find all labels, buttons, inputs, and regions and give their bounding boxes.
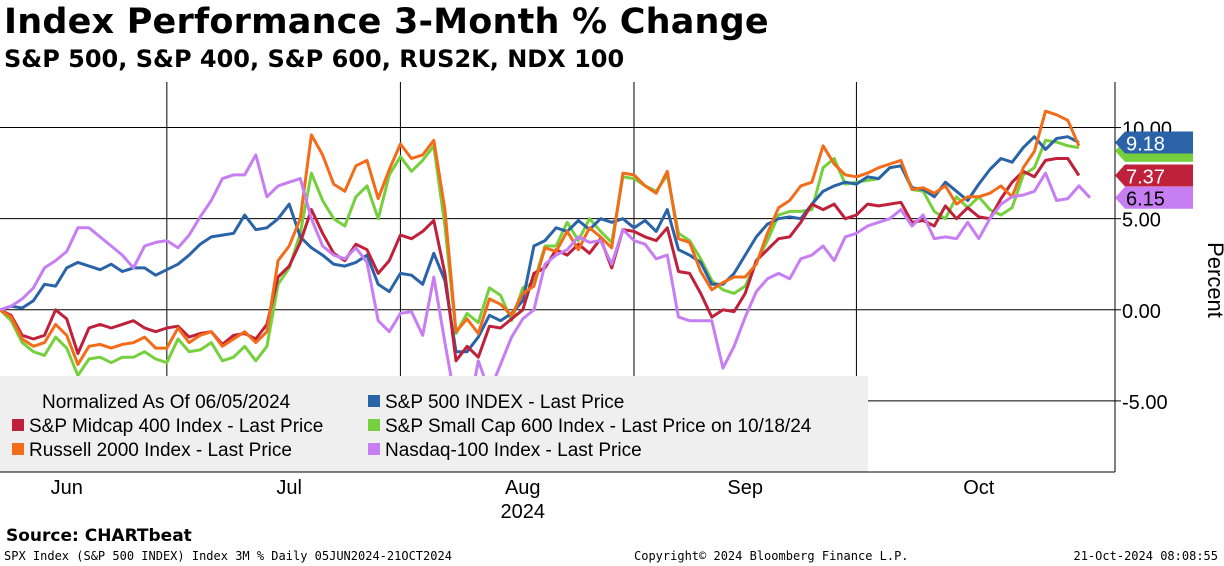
tag-sp500-label: 9.18 bbox=[1126, 134, 1165, 156]
legend-box bbox=[0, 376, 868, 472]
legend-swatch-4 bbox=[368, 443, 380, 455]
x-axis: Jun Jul Aug Sep Oct 2024 bbox=[51, 477, 995, 523]
x-month-label-3: Sep bbox=[727, 477, 763, 499]
series-line-3 bbox=[0, 109, 1081, 366]
y-tick-label-1: 5.00 bbox=[1122, 210, 1161, 232]
footer-copyright: Copyright© 2024 Bloomberg Finance L.P. bbox=[634, 549, 909, 563]
tag-nasdaq-label: 6.15 bbox=[1126, 189, 1165, 211]
legend-label-4: Nasdaq-100 Index - Last Price bbox=[385, 440, 642, 461]
chart-subtitle: S&P 500, S&P 400, S&P 600, RUS2K, NDX 10… bbox=[4, 45, 625, 73]
legend-label-3: Russell 2000 Index - Last Price bbox=[29, 440, 292, 461]
y-axis: 10.005.000.00-5.00 bbox=[1115, 119, 1172, 414]
series-line-1 bbox=[0, 135, 1080, 354]
legend-label-1: S&P Midcap 400 Index - Last Price bbox=[29, 416, 323, 437]
legend-swatch-1 bbox=[12, 419, 24, 431]
series-lines bbox=[0, 109, 1092, 423]
x-month-label-1: Jul bbox=[276, 477, 302, 499]
x-year-label: 2024 bbox=[501, 501, 546, 523]
series-line-4 bbox=[0, 153, 1092, 423]
legend-swatch-3 bbox=[12, 443, 24, 455]
legend-label-0: S&P 500 INDEX - Last Price bbox=[385, 392, 624, 413]
legend: Normalized As Of 06/05/2024 S&P 500 INDEX… bbox=[0, 376, 868, 472]
footer-ticker-info: SPX Index (S&P 500 INDEX) Index 3M % Dai… bbox=[4, 549, 452, 563]
x-month-label-4: Oct bbox=[963, 477, 995, 499]
legend-header: Normalized As Of 06/05/2024 bbox=[42, 392, 291, 413]
x-month-label-2: Aug bbox=[505, 477, 541, 499]
y-tick-label-3: -5.00 bbox=[1122, 392, 1168, 414]
chart-title: Index Performance 3-Month % Change bbox=[4, 2, 769, 42]
legend-label-2: S&P Small Cap 600 Index - Last Price on … bbox=[385, 416, 812, 437]
tag-nasdaq-shape bbox=[1115, 186, 1193, 209]
footer-timestamp: 21-Oct-2024 08:08:55 bbox=[1073, 549, 1219, 563]
x-month-label-0: Jun bbox=[51, 477, 83, 499]
last-value-tags: 9.18 7.376.15 bbox=[1115, 131, 1193, 211]
legend-swatch-0 bbox=[368, 395, 380, 407]
tag-midcap-shape bbox=[1115, 164, 1193, 187]
tag-midcap-label: 7.37 bbox=[1126, 166, 1165, 188]
legend-swatch-2 bbox=[368, 419, 380, 431]
source-note: Source: CHARTbeat bbox=[6, 526, 192, 546]
tag-sp500-shape bbox=[1115, 131, 1193, 154]
y-tick-label-2: 0.00 bbox=[1122, 301, 1161, 323]
y-axis-label: Percent bbox=[1203, 242, 1224, 318]
